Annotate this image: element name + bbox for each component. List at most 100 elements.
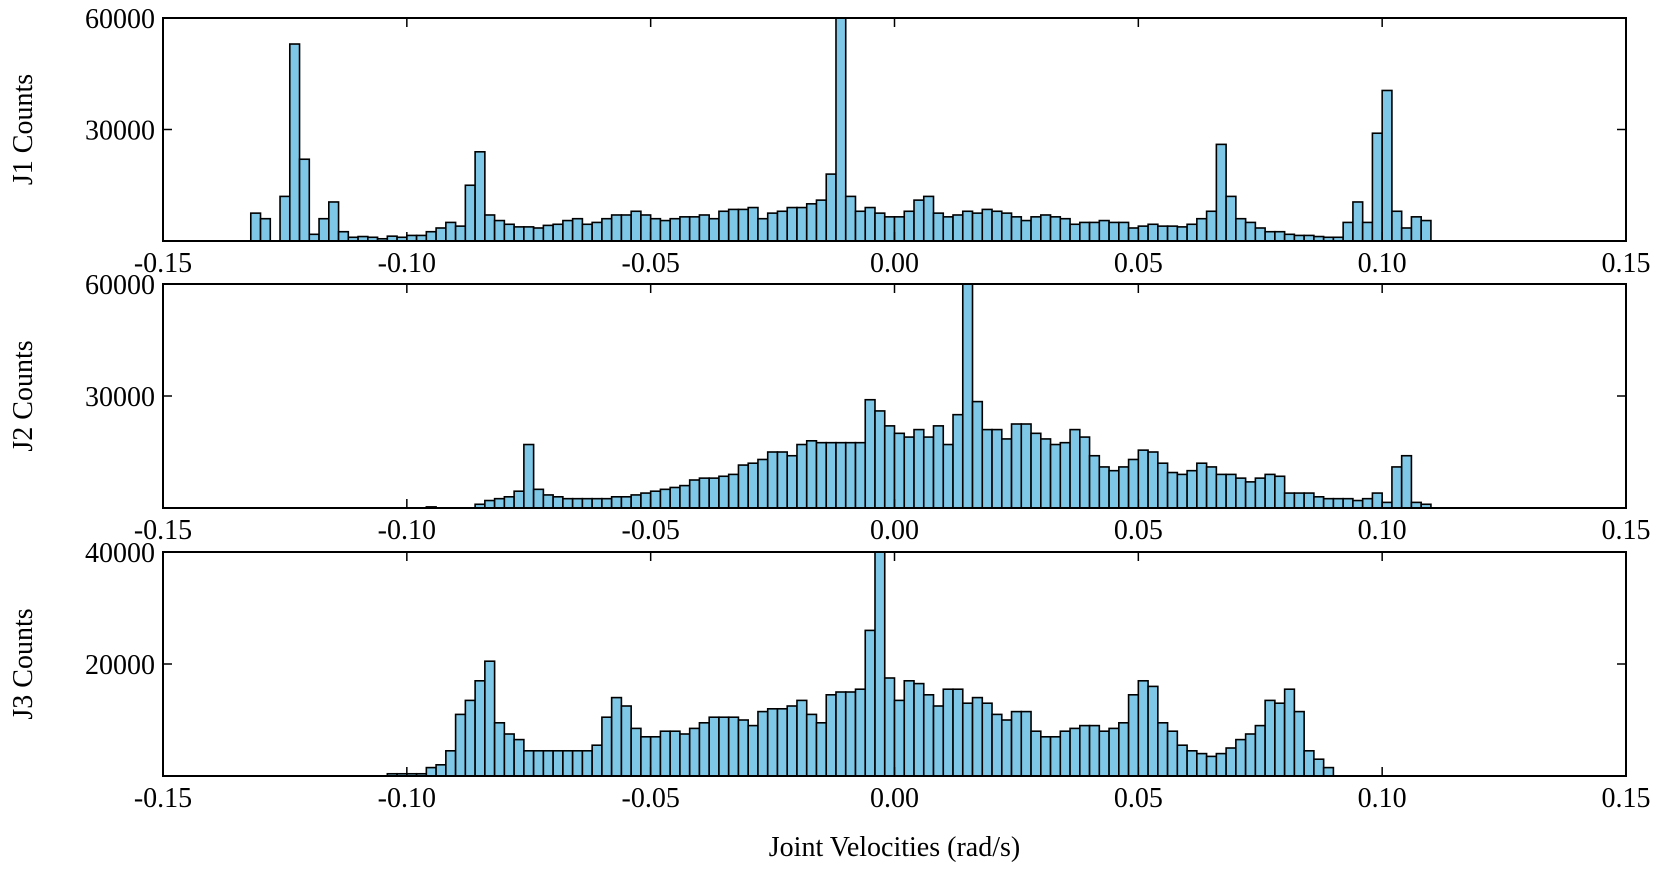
j1-histogram-bar xyxy=(747,206,759,242)
j1-histogram-bar xyxy=(630,210,642,242)
j3-histogram-bar xyxy=(942,688,954,777)
j2-histogram-bar xyxy=(1000,438,1013,509)
j1-histogram-bar xyxy=(1186,223,1198,242)
j1-histogram-bar xyxy=(718,210,730,242)
j2-histogram-bar xyxy=(640,492,652,509)
j2-histogram-bar xyxy=(1079,436,1091,509)
j1-histogram-bar xyxy=(1040,214,1052,242)
j2-histogram-bar xyxy=(1264,473,1276,509)
j2-histogram-bar xyxy=(698,477,710,509)
j2-histogram-bar xyxy=(1059,441,1071,509)
j2-histogram-bar xyxy=(1244,481,1257,509)
j2-histogram-bar xyxy=(786,454,798,509)
j2-xtick-label: -0.15 xyxy=(134,515,192,546)
j1-histogram-bar xyxy=(659,219,671,242)
j3-histogram-bar xyxy=(922,693,935,777)
j3-histogram-bar xyxy=(425,766,437,777)
j3-histogram-bar xyxy=(542,749,554,777)
j2-histogram-bar xyxy=(1254,477,1266,509)
j3-histogram-bar xyxy=(1000,719,1013,777)
j3-histogram-panel: -0.15 -0.10 -0.05 0.00 0.05 0.10 0.15 20000 4000… xyxy=(8,538,1651,863)
j1-histogram-bar xyxy=(1010,216,1023,242)
j1-histogram-bar xyxy=(1205,210,1218,242)
j1-histogram-bar xyxy=(532,227,545,242)
j3-histogram-bar xyxy=(805,713,818,777)
j3-histogram-bar xyxy=(454,713,467,777)
j2-histogram-bar xyxy=(649,490,662,509)
j3-histogram-bar xyxy=(727,716,740,777)
j1-histogram-bar xyxy=(1166,225,1179,242)
j1-histogram-bar xyxy=(601,217,613,242)
j3-histogram-bar xyxy=(1196,752,1208,777)
j3-histogram-bar xyxy=(1118,721,1130,777)
j1-histogram-bar xyxy=(1420,219,1432,242)
j3-histogram-bar xyxy=(591,744,603,777)
j3-histogram-bar xyxy=(1127,693,1140,777)
j3-histogram-bar xyxy=(991,713,1003,777)
j3-xtick-label: -0.05 xyxy=(622,783,680,814)
j3-xtick-label: 0.05 xyxy=(1114,783,1163,814)
j1-histogram-bar xyxy=(1371,132,1383,242)
j3-histogram-bar xyxy=(835,691,847,777)
j1-histogram-bar xyxy=(308,233,320,242)
j3-histogram-bar xyxy=(552,749,564,777)
j2-histogram-panel: -0.15 -0.10 -0.05 0.00 0.05 0.10 0.15 30000 6000… xyxy=(8,270,1651,546)
j2-histogram-bar xyxy=(913,428,925,509)
j2-histogram-bar xyxy=(620,495,632,509)
j2-histogram-bar xyxy=(747,462,759,509)
j1-histogram-bar xyxy=(708,217,720,242)
j2-histogram-bar xyxy=(903,436,915,509)
j1-histogram-bar xyxy=(620,214,632,242)
j3-histogram-bar xyxy=(562,749,574,777)
j3-histogram-bar xyxy=(737,719,750,777)
j2-histogram-bar xyxy=(1108,469,1120,509)
j2-histogram-bar xyxy=(1010,423,1023,509)
j3-histogram-bar xyxy=(688,727,701,777)
j1-histogram-bar xyxy=(1059,217,1071,242)
j2-histogram-bar xyxy=(1361,497,1374,509)
j1-histogram-bar xyxy=(854,210,867,242)
j3-histogram-bar xyxy=(1079,724,1091,777)
j1-histogram-bar xyxy=(445,221,457,242)
j3-histogram-bar xyxy=(581,749,593,777)
j2-histogram-bar xyxy=(659,488,671,509)
j2-histogram-bar xyxy=(1127,458,1140,509)
j2-histogram-bar xyxy=(581,497,593,509)
j1-histogram-bar xyxy=(942,216,954,242)
j1-histogram-bar xyxy=(883,216,896,242)
j2-histogram-bar xyxy=(1147,451,1159,509)
j1-histogram-bar xyxy=(1352,201,1364,242)
j2-histogram-bar xyxy=(523,443,535,509)
j1-histogram-bar xyxy=(825,173,837,242)
j2-histogram-bar xyxy=(1342,497,1354,509)
j1-histogram-bar xyxy=(932,212,945,242)
j1-histogram-bar xyxy=(523,226,535,242)
j3-histogram-bar xyxy=(1264,699,1276,777)
j1-histogram-bar xyxy=(805,203,818,242)
j3-xlabel: Joint Velocities (rad/s) xyxy=(769,832,1020,863)
j3-histogram-bar xyxy=(776,707,789,777)
j1-histogram-bar xyxy=(893,216,906,242)
j1-histogram-bar xyxy=(1108,221,1120,242)
j2-histogram-bar xyxy=(1020,423,1032,509)
j2-histogram-bar xyxy=(1186,469,1198,509)
j1-histogram-bar xyxy=(776,210,789,242)
j1-histogram-bar xyxy=(757,217,769,242)
j1-xtick-label: 0.00 xyxy=(870,248,919,279)
j3-histogram-bar xyxy=(503,733,515,777)
j3-histogram-bar xyxy=(1069,727,1081,777)
j2-histogram-bar xyxy=(1332,497,1344,509)
j2-histogram-bar xyxy=(503,495,515,509)
j1-histogram-bar xyxy=(679,216,691,242)
j3-histogram-bar xyxy=(874,551,886,777)
j3-histogram-bar xyxy=(1040,735,1052,777)
j2-histogram-bar xyxy=(1088,454,1101,509)
j3-histogram-bar xyxy=(893,699,906,777)
j2-histogram-bar xyxy=(1293,492,1305,509)
j2-histogram-bar xyxy=(1225,473,1237,509)
j3-histogram-bar xyxy=(1254,724,1266,777)
j1-histogram-bar xyxy=(474,151,486,242)
j3-histogram-bar xyxy=(1205,755,1218,777)
j1-histogram-bar xyxy=(766,212,779,242)
j1-histogram-bar xyxy=(249,212,262,242)
